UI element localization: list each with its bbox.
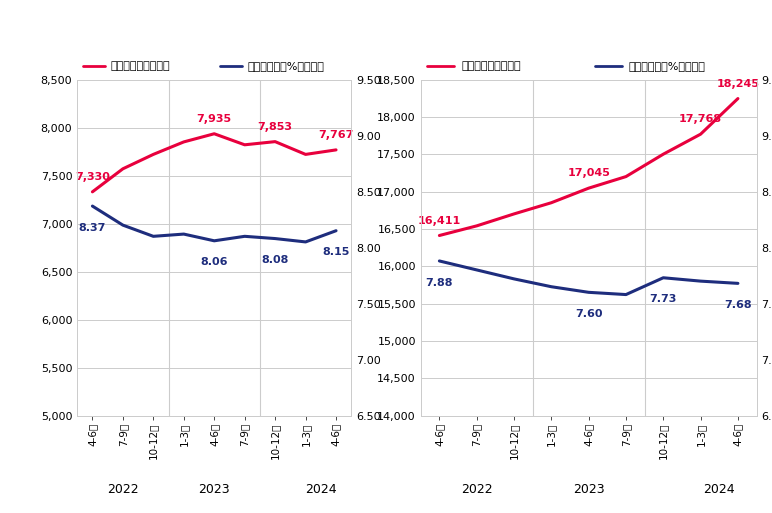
Text: 2024: 2024 xyxy=(703,483,735,497)
Text: 投資利回り（%：右軸）: 投資利回り（%：右軸） xyxy=(247,61,324,71)
Text: 18,245: 18,245 xyxy=(716,79,760,89)
Text: 7,767: 7,767 xyxy=(318,130,354,140)
Text: 8.06: 8.06 xyxy=(201,258,228,267)
Text: 7.73: 7.73 xyxy=(649,294,677,304)
Text: 7,330: 7,330 xyxy=(75,172,110,182)
Text: 価格（万円：左軸）: 価格（万円：左軸） xyxy=(110,61,170,71)
Text: 17,045: 17,045 xyxy=(567,168,610,179)
Text: 一棟アパート: 一棟アパート xyxy=(172,14,256,37)
Text: 8.15: 8.15 xyxy=(323,247,350,258)
Text: 2022: 2022 xyxy=(107,483,139,497)
Text: 一棟マンション: 一棟マンション xyxy=(539,14,638,37)
Text: 7.88: 7.88 xyxy=(425,278,453,288)
Text: 8.08: 8.08 xyxy=(262,255,289,265)
Text: 8.37: 8.37 xyxy=(79,223,106,233)
Text: 2024: 2024 xyxy=(305,483,337,497)
Text: 7,935: 7,935 xyxy=(197,114,232,124)
Text: 価格（万円：左軸）: 価格（万円：左軸） xyxy=(461,61,520,71)
Text: 7.60: 7.60 xyxy=(575,309,602,319)
Text: 17,768: 17,768 xyxy=(679,114,722,125)
Text: 2023: 2023 xyxy=(573,483,604,497)
Text: 投資利回り（%：右軸）: 投資利回り（%：右軸） xyxy=(629,61,706,71)
Text: 16,411: 16,411 xyxy=(418,216,461,226)
Text: 2022: 2022 xyxy=(461,483,493,497)
Text: 7,853: 7,853 xyxy=(258,122,293,132)
Text: 7.68: 7.68 xyxy=(724,300,752,310)
Text: 2023: 2023 xyxy=(198,483,230,497)
